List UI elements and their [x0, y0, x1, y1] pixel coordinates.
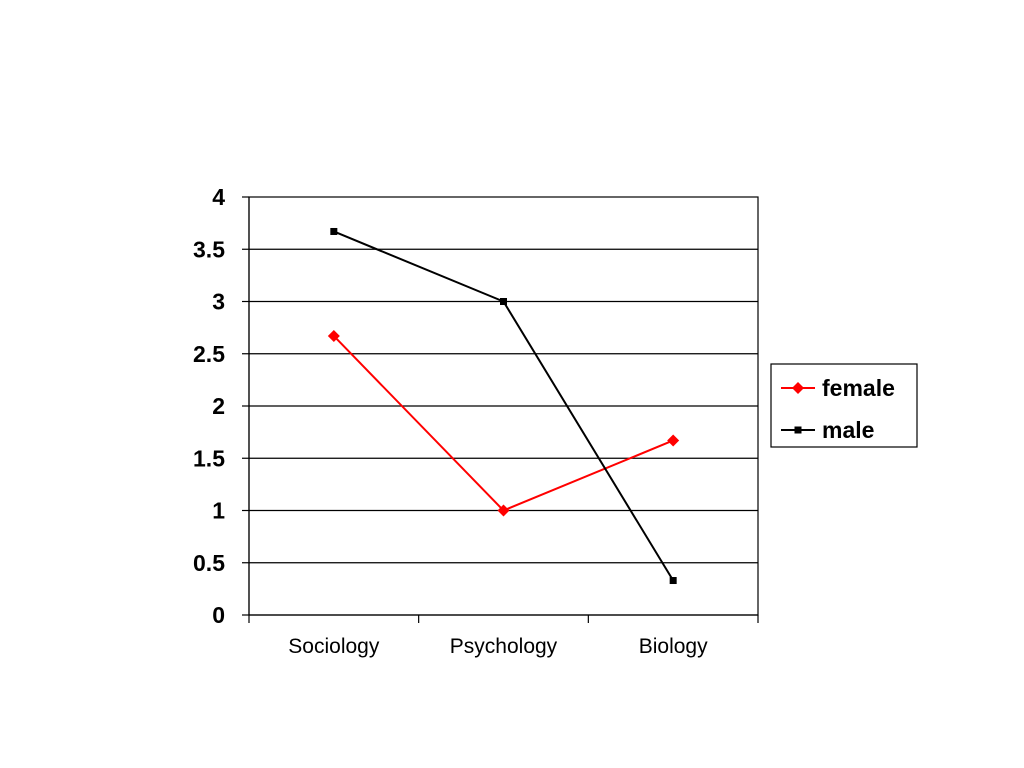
- series-layer: [327, 227, 680, 585]
- data-point-male: [669, 577, 677, 585]
- y-tick-label: 1.5: [193, 445, 225, 471]
- data-point-female: [497, 504, 510, 517]
- x-tick-label: Psychology: [450, 635, 558, 658]
- legend-label: female: [822, 375, 895, 401]
- x-tick-label: Biology: [639, 635, 708, 658]
- legend: female male: [770, 363, 918, 448]
- data-point-male: [330, 227, 338, 235]
- legend-item-male: male: [781, 417, 874, 443]
- series-female: [327, 329, 680, 517]
- y-tick-label: 2.5: [193, 341, 225, 367]
- y-tick-label: 0: [212, 602, 225, 628]
- series-male: [330, 227, 677, 585]
- legend-marker-female: [792, 382, 804, 394]
- y-tick-label: 0.5: [193, 550, 225, 576]
- y-tick-label: 1: [212, 498, 225, 524]
- series-line-female: [333, 335, 674, 512]
- y-axis: 0 0.5 1 1.5 2 2.5 3 3.5 4: [193, 184, 250, 628]
- legend-item-female: female: [781, 375, 895, 401]
- legend-marker-male: [794, 426, 802, 434]
- x-tick-label: Sociology: [288, 635, 380, 658]
- data-point-female: [667, 434, 680, 447]
- y-tick-label: 3.5: [193, 236, 225, 262]
- y-tick-label: 4: [212, 184, 225, 210]
- legend-label: male: [822, 417, 874, 443]
- data-point-female: [327, 329, 340, 342]
- y-tick-label: 2: [212, 393, 225, 419]
- data-point-male: [500, 298, 507, 305]
- x-axis: Sociology Psychology Biology: [248, 614, 759, 658]
- y-tick-label: 3: [212, 289, 225, 315]
